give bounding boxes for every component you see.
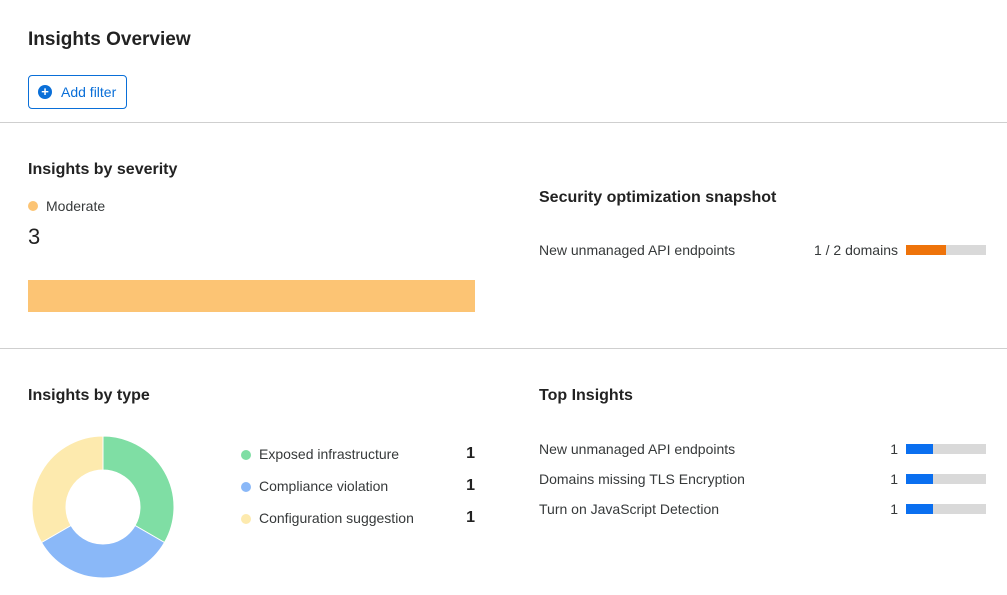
snapshot-item-label: New unmanaged API endpoints (539, 242, 736, 258)
top-insight-count: 1 (890, 501, 898, 517)
top-insight-count: 1 (890, 441, 898, 457)
type-legend-label: Exposed infrastructure (259, 446, 400, 462)
donut-slice[interactable] (40, 524, 166, 579)
top-insights-title: Top Insights (539, 387, 633, 404)
add-filter-button[interactable]: + Add filter (28, 75, 127, 109)
divider (0, 348, 1007, 349)
snapshot-item-value: 1 / 2 domains (813, 242, 898, 258)
top-insight-label[interactable]: Domains missing TLS Encryption (539, 471, 745, 487)
severity-legend-label: Moderate (46, 198, 106, 214)
legend-dot-icon (241, 482, 251, 492)
severity-count: 3 (28, 224, 41, 249)
divider (0, 122, 1007, 123)
top-insight-bar (906, 504, 986, 514)
page-title: Insights Overview (28, 29, 191, 50)
add-filter-label: Add filter (61, 84, 117, 100)
snapshot-progress-bar (906, 245, 986, 255)
severity-title: Insights by severity (28, 161, 178, 178)
top-insight-bar (906, 474, 986, 484)
type-legend-count: 1 (466, 445, 475, 462)
type-legend-count: 1 (466, 509, 475, 526)
top-insight-count: 1 (890, 471, 898, 487)
legend-dot-icon (241, 450, 251, 460)
type-donut-chart (31, 435, 175, 579)
type-legend-label: Configuration suggestion (259, 510, 414, 526)
type-legend-label: Compliance violation (259, 478, 389, 494)
plus-circle-icon: + (38, 85, 52, 99)
legend-dot-icon (241, 514, 251, 524)
top-insight-label[interactable]: Turn on JavaScript Detection (539, 501, 720, 517)
severity-bar[interactable] (28, 280, 475, 312)
by-type-title: Insights by type (28, 387, 150, 404)
donut-slice[interactable] (102, 435, 175, 544)
type-legend-count: 1 (466, 477, 475, 494)
top-insight-label[interactable]: New unmanaged API endpoints (539, 441, 736, 457)
snapshot-title: Security optimization snapshot (539, 189, 777, 206)
moderate-dot-icon (28, 201, 38, 211)
top-insight-bar (906, 444, 986, 454)
donut-slice[interactable] (31, 435, 104, 544)
